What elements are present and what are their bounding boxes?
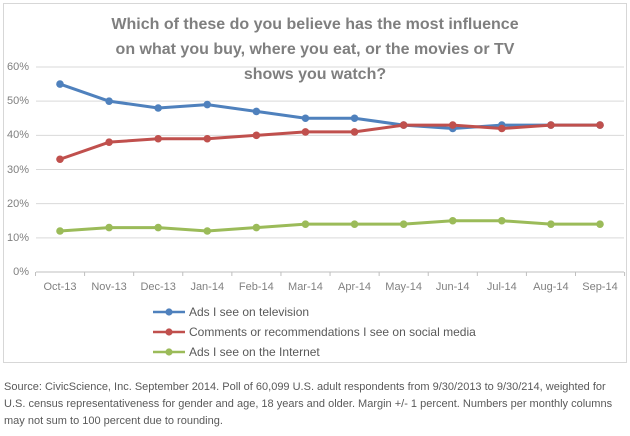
data-point <box>154 223 162 232</box>
data-point <box>203 227 212 235</box>
legend-label: Comments or recommendations I see on soc… <box>189 325 476 339</box>
data-point <box>350 220 359 228</box>
legend-item: Ads I see on the Internet <box>152 342 476 362</box>
data-point <box>203 134 212 143</box>
data-point <box>399 220 408 228</box>
legend-line-marker-icon <box>153 308 185 316</box>
x-axis-label: Mar-14 <box>288 281 323 293</box>
y-axis-label: 30% <box>6 163 29 176</box>
x-axis-label: Jan-14 <box>190 281 225 293</box>
x-axis-label: Nov-13 <box>91 281 127 293</box>
data-point <box>56 155 64 164</box>
x-axis-label: Aug-14 <box>533 281 569 293</box>
data-point <box>56 227 64 235</box>
chart-frame <box>3 3 627 363</box>
x-axis-label: Dec-13 <box>140 281 176 293</box>
x-axis-label: May-14 <box>385 281 422 293</box>
data-point <box>399 121 408 129</box>
legend-label: Ads I see on television <box>189 305 310 319</box>
data-point <box>448 216 457 225</box>
data-point <box>547 220 555 228</box>
data-point <box>252 131 261 140</box>
data-point <box>498 216 506 225</box>
data-point <box>252 107 261 116</box>
y-axis-label: 60% <box>6 61 29 73</box>
y-axis-label: 0% <box>13 266 29 278</box>
x-axis-label: Jul-14 <box>486 281 517 293</box>
source-note: Source: CivicScience, Inc. September 201… <box>4 381 613 427</box>
x-axis-label: Oct-13 <box>43 281 77 293</box>
data-point <box>596 121 604 129</box>
y-axis-label: 20% <box>6 197 29 210</box>
y-axis-label: 10% <box>6 231 29 244</box>
y-axis-label: 50% <box>6 95 29 108</box>
legend-line-marker-icon <box>153 328 185 336</box>
legend-item: Comments or recommendations I see on soc… <box>152 322 476 342</box>
data-point <box>301 128 310 136</box>
data-point <box>596 220 604 228</box>
data-point <box>301 114 310 123</box>
plot-area <box>35 66 626 276</box>
legend-item: Ads I see on television <box>152 302 476 322</box>
series-line-1 <box>58 123 602 161</box>
data-point <box>448 121 457 129</box>
data-point <box>252 223 261 232</box>
data-point <box>105 223 113 232</box>
y-axis-label: 40% <box>6 129 29 142</box>
data-point <box>203 100 212 109</box>
x-axis-label: Apr-14 <box>338 281 372 293</box>
data-point <box>547 121 555 129</box>
data-point <box>301 220 310 228</box>
data-point <box>350 114 359 123</box>
chart-legend: Ads I see on television Comments or recom… <box>152 302 476 362</box>
data-point <box>154 104 162 112</box>
series-line-2 <box>58 219 602 233</box>
x-axis-label: Sep-14 <box>582 281 618 293</box>
legend-line-marker-icon <box>153 348 185 356</box>
data-point <box>56 80 64 88</box>
data-point <box>105 138 113 146</box>
data-point <box>105 97 113 105</box>
data-point <box>154 134 162 143</box>
x-axis-label: Jun-14 <box>435 281 470 293</box>
series-line-0 <box>58 82 602 130</box>
legend-label: Ads I see on the Internet <box>189 345 320 359</box>
data-point <box>498 124 506 133</box>
data-point <box>350 128 359 136</box>
x-axis-label: Feb-14 <box>238 281 274 293</box>
